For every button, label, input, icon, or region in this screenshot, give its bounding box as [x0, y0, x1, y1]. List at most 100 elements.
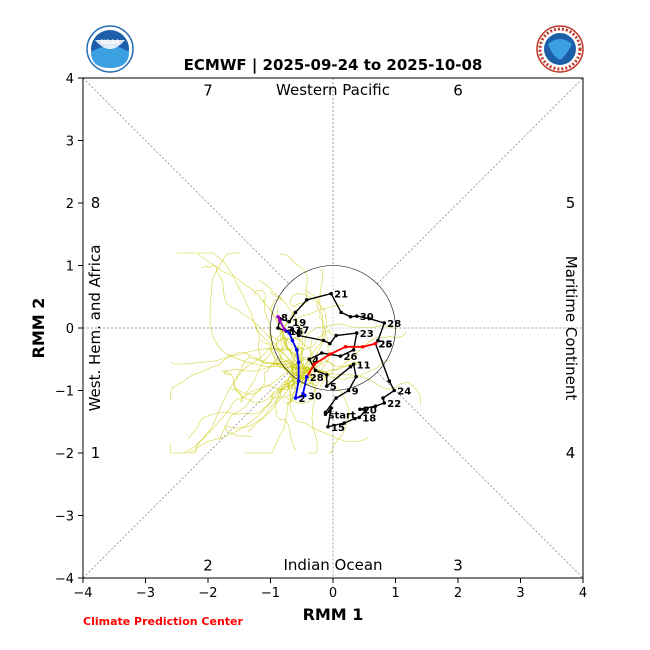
observed-track-point [334, 333, 338, 338]
observed-track-day-label: 18 [362, 413, 376, 424]
y-tick-label: −3 [55, 510, 74, 525]
forecast-blue-track-point [296, 379, 301, 383]
ensemble-line [254, 325, 308, 373]
observed-track-day-label: 26 [344, 352, 358, 363]
credit-text: Climate Prediction Center [83, 615, 243, 628]
observed-track-point [346, 388, 351, 393]
phase-label-5: 5 [566, 194, 576, 212]
observed-track-point [392, 388, 397, 393]
forecast-red-track-point [373, 341, 378, 346]
forecast-red-track-point [312, 362, 317, 367]
ensemble-line [253, 290, 314, 386]
forecast-blue-track-point [303, 393, 307, 398]
observed-track-day-label: 22 [387, 399, 401, 410]
ensemble-line [209, 252, 312, 375]
forecast-blue-track: 302 7 [282, 325, 322, 405]
observed-track-point [323, 410, 328, 415]
observed-track-point [353, 416, 357, 421]
observed-track-day-label: 30 [360, 312, 374, 323]
forecast-blue-track-point [294, 348, 299, 352]
observed-track-point [348, 364, 353, 369]
forecast-red-track-point [361, 344, 365, 349]
y-tick-label: −1 [55, 385, 74, 400]
observed-track-point [334, 396, 338, 400]
forecast-purple-track-point [282, 327, 287, 332]
phase-label-8: 8 [91, 194, 101, 212]
y-tick-label: 4 [66, 72, 74, 87]
ensemble-line [306, 332, 406, 376]
x-axis-label: RMM 1 [303, 605, 364, 624]
ensemble-line [258, 280, 313, 384]
region-left-label: West. Hem. and Africa [86, 245, 104, 412]
observed-track-point [313, 368, 318, 373]
observed-track-point [324, 373, 329, 377]
ensemble-line [313, 370, 350, 454]
ensemble-line [170, 377, 307, 454]
observed-track-point [354, 331, 359, 335]
observed-track-day-label: 28 [387, 319, 401, 330]
diagonal-line [82, 77, 290, 285]
x-tick-label: 2 [454, 586, 462, 601]
noaa-logo: NOAA [86, 25, 134, 73]
forecast-blue-track-point [293, 396, 298, 400]
observed-track-point [342, 421, 347, 425]
observed-track-point [324, 384, 329, 388]
ensemble-line [233, 356, 307, 402]
x-tick-label: 4 [579, 586, 587, 601]
phase-label-2: 2 [203, 557, 213, 575]
phase-label-7: 7 [203, 82, 213, 100]
observed-track-point [338, 354, 343, 358]
x-tick-label: −3 [136, 586, 155, 601]
observed-track-day-label: 15 [331, 423, 345, 434]
observed-track-point [381, 396, 385, 400]
observed-track-day-label: 26 [379, 340, 393, 351]
diagonal-line [376, 77, 584, 285]
forecast-blue-track-point [296, 360, 301, 365]
observed-track-point [348, 314, 353, 319]
ensemble-members [170, 252, 421, 454]
ensemble-line [268, 335, 306, 376]
nws-logo [536, 25, 584, 73]
observed-track-point [329, 291, 333, 296]
ensemble-line [278, 253, 308, 369]
y-tick-label: 1 [66, 260, 74, 275]
observed-track-day-label: 24 [397, 387, 411, 398]
observed-track-point [307, 357, 312, 362]
forecast-red-track-line [306, 342, 376, 378]
phase-label-4: 4 [566, 444, 576, 462]
ensemble-line [303, 288, 330, 381]
ensemble-line [275, 304, 346, 384]
observed-track-day-label: 20 [363, 405, 377, 416]
phase-label-3: 3 [453, 557, 463, 575]
x-tick-label: 3 [516, 586, 524, 601]
ensemble-line [286, 367, 311, 405]
observed-track-point [329, 406, 333, 410]
chart-title: ECMWF | 2025-09-24 to 2025-10-08 [184, 56, 483, 75]
observed-track-point [290, 327, 295, 332]
phase-label-1: 1 [91, 444, 101, 462]
observed-track-day-label: 11 [357, 360, 371, 371]
ensemble-line [177, 252, 308, 375]
observed-track-point [319, 351, 324, 355]
observed-track-point [304, 298, 309, 302]
observed-track-day-label: 5 [330, 382, 337, 393]
observed-track-point [357, 415, 362, 420]
ensemble-line [295, 269, 324, 385]
observed-track-point [328, 341, 332, 346]
observed-track-point [363, 408, 368, 413]
forecast-purple-track: 8 [276, 313, 288, 332]
x-tick-label: −4 [73, 586, 92, 601]
observed-track-day-label: 19 [292, 318, 306, 329]
forecast-purple-track-day-label: 8 [281, 313, 288, 324]
x-tick-label: −1 [261, 586, 280, 601]
y-tick-label: 3 [66, 135, 74, 150]
forecast-blue-track-day-label: 30 [308, 392, 322, 403]
ensemble-line [184, 348, 307, 453]
observed-track-point [382, 401, 387, 405]
y-tick-label: 0 [66, 322, 74, 337]
forecast-blue-track-day-label: 2 [299, 394, 306, 405]
forecast-blue-track-day-label: 7 [287, 325, 294, 336]
forecast-red-track-point [343, 344, 348, 349]
